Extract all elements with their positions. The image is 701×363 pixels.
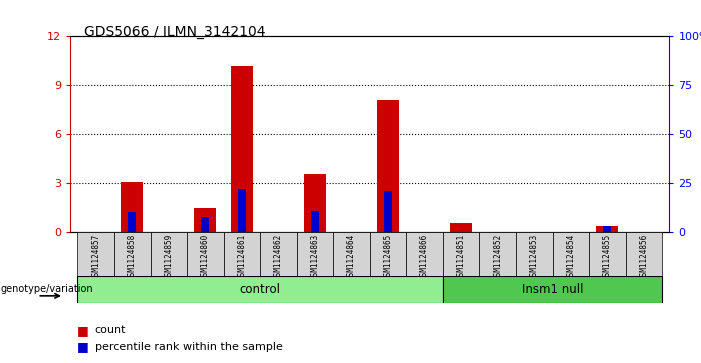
- Text: ■: ■: [77, 324, 89, 337]
- Bar: [479, 232, 516, 276]
- Bar: [384, 191, 392, 232]
- Text: GSM1124856: GSM1124856: [639, 234, 648, 280]
- Bar: [516, 232, 552, 276]
- Text: GSM1124861: GSM1124861: [238, 234, 246, 280]
- Bar: [604, 227, 611, 232]
- Bar: [377, 100, 399, 232]
- Bar: [407, 232, 443, 276]
- Bar: [589, 232, 625, 276]
- Text: GSM1124852: GSM1124852: [494, 234, 502, 280]
- Bar: [443, 232, 479, 276]
- Text: GSM1124865: GSM1124865: [383, 234, 393, 280]
- Bar: [121, 182, 143, 232]
- Bar: [552, 232, 589, 276]
- Bar: [311, 211, 319, 232]
- Text: GSM1124851: GSM1124851: [456, 234, 465, 280]
- Text: GSM1124862: GSM1124862: [274, 234, 283, 280]
- Text: GSM1124864: GSM1124864: [347, 234, 356, 280]
- Bar: [238, 189, 246, 232]
- Text: GSM1124853: GSM1124853: [530, 234, 539, 280]
- Bar: [443, 276, 662, 303]
- Bar: [224, 232, 260, 276]
- Text: Insm1 null: Insm1 null: [522, 283, 583, 296]
- Bar: [114, 232, 151, 276]
- Bar: [151, 232, 187, 276]
- Bar: [128, 212, 136, 232]
- Bar: [77, 276, 443, 303]
- Bar: [297, 232, 333, 276]
- Bar: [194, 208, 217, 232]
- Text: GSM1124866: GSM1124866: [420, 234, 429, 280]
- Bar: [333, 232, 370, 276]
- Bar: [370, 232, 407, 276]
- Text: GSM1124859: GSM1124859: [164, 234, 173, 280]
- Bar: [304, 174, 326, 232]
- Text: GSM1124855: GSM1124855: [603, 234, 612, 280]
- Text: GSM1124857: GSM1124857: [91, 234, 100, 280]
- Bar: [260, 232, 297, 276]
- Bar: [231, 66, 253, 232]
- Text: GDS5066 / ILMN_3142104: GDS5066 / ILMN_3142104: [84, 25, 266, 40]
- Text: count: count: [95, 325, 126, 335]
- Text: GSM1124863: GSM1124863: [311, 234, 320, 280]
- Bar: [450, 223, 472, 232]
- Bar: [625, 232, 662, 276]
- Text: genotype/variation: genotype/variation: [1, 284, 93, 294]
- Bar: [597, 226, 618, 232]
- Text: GSM1124860: GSM1124860: [200, 234, 210, 280]
- Text: GSM1124858: GSM1124858: [128, 234, 137, 280]
- Bar: [201, 217, 209, 232]
- Text: control: control: [240, 283, 280, 296]
- Text: GSM1124854: GSM1124854: [566, 234, 576, 280]
- Text: percentile rank within the sample: percentile rank within the sample: [95, 342, 283, 352]
- Bar: [187, 232, 224, 276]
- Bar: [77, 232, 114, 276]
- Text: ■: ■: [77, 340, 89, 353]
